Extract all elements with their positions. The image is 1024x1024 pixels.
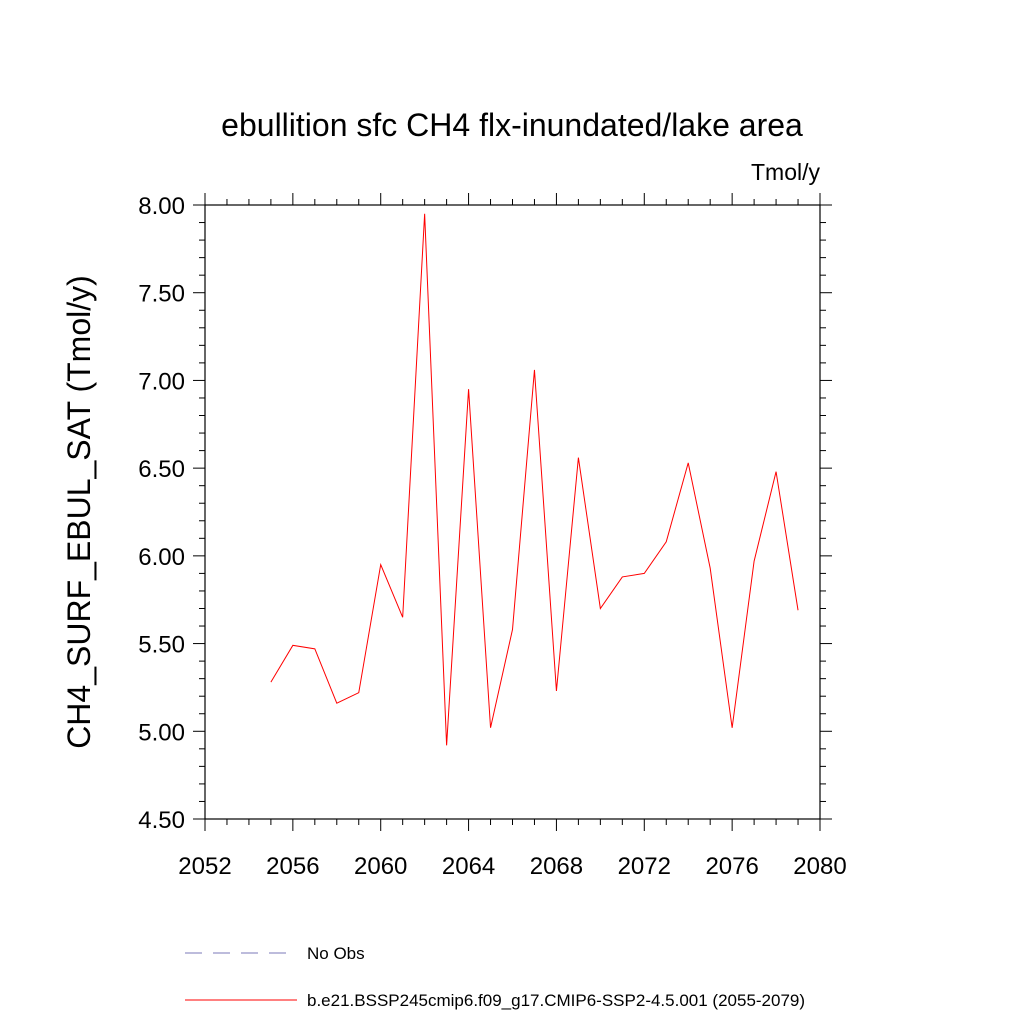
y-tick-label: 5.50 [138, 632, 185, 659]
x-tick-label: 2060 [354, 853, 407, 880]
axis-ticks [193, 193, 832, 831]
y-tick-label: 4.50 [138, 807, 185, 834]
chart-title: ebullition sfc CH4 flx-inundated/lake ar… [221, 107, 803, 143]
y-axis-label: CH4_SURF_EBUL_SAT (Tmol/y) [61, 275, 97, 749]
plot-frame [204, 204, 821, 820]
y-tick-label: 7.50 [138, 281, 185, 308]
series-group [270, 213, 799, 746]
legend: No Obs b.e21.BSSP245cmip6.f09_g17.CMIP6-… [185, 944, 805, 1010]
x-tick-label: 2080 [793, 853, 846, 880]
x-tick-label: 2072 [618, 853, 671, 880]
y-tick-label: 6.50 [138, 456, 185, 483]
x-tick-label: 2056 [266, 853, 319, 880]
y-tick-label: 6.00 [138, 544, 185, 571]
x-tick-label: 2064 [442, 853, 495, 880]
x-tick-label: 2076 [705, 853, 758, 880]
legend-label-model: b.e21.BSSP245cmip6.f09_g17.CMIP6-SSP2-4.… [307, 991, 805, 1010]
y-tick-label: 8.00 [138, 193, 185, 220]
series-line [270, 213, 799, 746]
tick-labels: 2052 2056 2060 2064 2068 2072 2076 2080 4.50 5.00… [138, 193, 846, 880]
legend-label-no-obs: No Obs [307, 944, 365, 963]
y-tick-label: 5.00 [138, 719, 185, 746]
y-tick-label: 7.00 [138, 368, 185, 395]
units-label: Tmol/y [751, 159, 821, 185]
x-tick-label: 2068 [530, 853, 583, 880]
x-tick-label: 2052 [178, 853, 231, 880]
